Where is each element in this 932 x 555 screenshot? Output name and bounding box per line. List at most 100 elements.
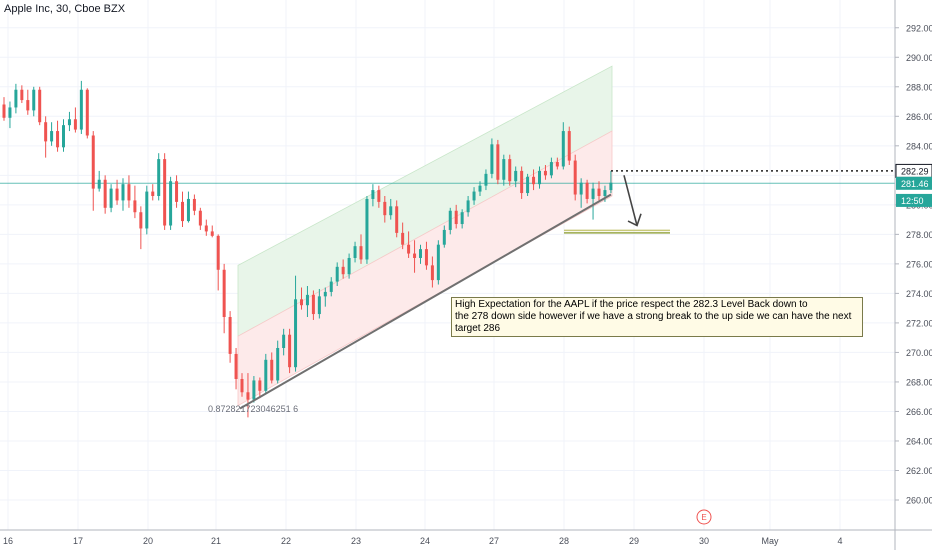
candle-body xyxy=(204,225,208,232)
y-tick-label: 262.00 xyxy=(906,466,932,476)
candle-body xyxy=(151,191,155,196)
y-tick-label: 292.00 xyxy=(906,23,932,33)
candle-body xyxy=(430,265,434,281)
candle-body xyxy=(186,198,190,222)
candle-body xyxy=(466,200,470,213)
candle-body xyxy=(567,131,571,161)
candle-body xyxy=(38,89,42,123)
x-tick-label: 17 xyxy=(73,536,83,546)
candle-body xyxy=(317,296,321,315)
y-tick-label: 260.00 xyxy=(906,496,932,506)
candle-body xyxy=(597,188,601,196)
candle-body xyxy=(163,159,167,226)
candle-body xyxy=(109,188,113,208)
candle-body xyxy=(555,162,559,167)
annotation-box[interactable]: High Expectation for the AAPL if the pri… xyxy=(451,297,863,337)
candle-body xyxy=(407,244,411,254)
candle-body xyxy=(240,378,244,393)
candle-body xyxy=(67,119,71,126)
x-tick-label: 24 xyxy=(420,536,430,546)
candle-body xyxy=(2,104,6,118)
candle-body xyxy=(329,281,333,292)
y-tick-label: 286.00 xyxy=(906,112,932,122)
y-tick-label: 272.00 xyxy=(906,318,932,328)
y-tick-label: 266.00 xyxy=(906,407,932,417)
candle-body xyxy=(383,201,387,216)
candle-body xyxy=(502,159,506,180)
candle-body xyxy=(514,170,518,182)
candle-body xyxy=(85,89,89,136)
channel-value-label: 0.872821723046251 6 xyxy=(208,404,299,414)
price-tag-current-text: 281.46 xyxy=(901,179,929,189)
x-tick-label: 16 xyxy=(3,536,13,546)
candle-body xyxy=(73,119,77,130)
x-tick-label: 22 xyxy=(281,536,291,546)
candle-body xyxy=(264,359,268,391)
candle-body xyxy=(484,173,488,186)
candle-body xyxy=(300,299,303,306)
symbol-title[interactable]: Apple Inc, 30, Cboe BZX xyxy=(4,3,126,15)
candle-body xyxy=(305,294,309,306)
x-tick-label: 4 xyxy=(837,536,842,546)
candle-body xyxy=(288,334,292,368)
candle-body xyxy=(454,210,458,225)
candle-body xyxy=(323,291,327,297)
support-trendline xyxy=(239,193,612,410)
candle-body xyxy=(549,162,553,176)
candle-body xyxy=(216,235,220,270)
candle-body xyxy=(198,210,202,226)
candle-body xyxy=(359,246,363,260)
candle-body xyxy=(520,170,524,194)
candle-body xyxy=(276,347,280,381)
y-tick-label: 288.00 xyxy=(906,82,932,92)
x-tick-label: May xyxy=(761,536,779,546)
candle-body xyxy=(115,188,119,201)
x-tick-label: 21 xyxy=(211,536,221,546)
overlays: E xyxy=(239,170,895,525)
candle-body xyxy=(258,380,262,391)
candle-body xyxy=(311,294,315,315)
candle-body xyxy=(591,188,595,199)
price-tag-last-text: 282.29 xyxy=(901,166,929,176)
candle-body xyxy=(210,231,214,236)
candle-body xyxy=(526,176,530,194)
candle-body xyxy=(490,144,494,174)
candle-body xyxy=(222,269,226,318)
candle-body xyxy=(377,190,381,202)
candle-body xyxy=(365,198,369,260)
y-tick-label: 284.00 xyxy=(906,141,932,151)
candle-body xyxy=(121,184,125,201)
candle-body xyxy=(62,125,65,148)
x-tick-label: 23 xyxy=(351,536,361,546)
candle-body xyxy=(419,249,422,258)
candle-body xyxy=(341,266,345,275)
candle-body xyxy=(139,212,143,229)
candle-body xyxy=(246,392,250,400)
candle-body xyxy=(56,131,60,148)
candle-body xyxy=(538,170,541,185)
candle-body xyxy=(32,89,36,111)
candle-body xyxy=(508,159,512,182)
price-tag-current xyxy=(896,176,932,190)
channel-lower-band xyxy=(237,130,613,407)
candle-body xyxy=(8,107,12,118)
candle-body xyxy=(44,122,48,142)
candle-body xyxy=(228,317,232,354)
candle-body xyxy=(157,159,161,196)
candle-body xyxy=(585,182,589,199)
candle-body xyxy=(14,89,18,108)
down-arrow-shaft xyxy=(623,175,638,226)
candle-body xyxy=(543,170,547,176)
candle-body xyxy=(175,181,179,202)
x-tick-label: 29 xyxy=(629,536,639,546)
candle-body xyxy=(472,191,476,201)
y-tick-label: 274.00 xyxy=(906,289,932,299)
candle-body xyxy=(353,246,357,258)
candle-body xyxy=(442,229,446,245)
candle-body xyxy=(20,89,24,101)
candle-body xyxy=(561,131,565,167)
drawings xyxy=(0,65,895,407)
